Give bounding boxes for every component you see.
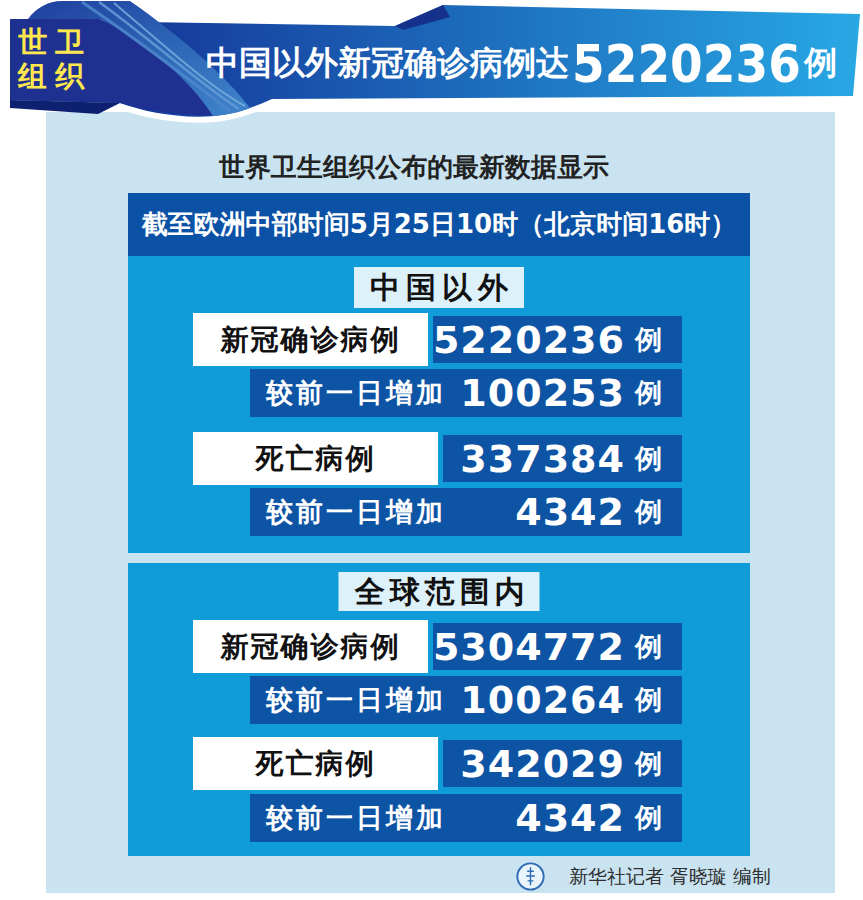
stat-label: 较前一日增加 xyxy=(266,682,446,718)
stat-row: 新冠确诊病例 5304772 例 xyxy=(193,620,682,673)
stat-label: 死亡病例 xyxy=(193,737,438,790)
stat-label: 较前一日增加 xyxy=(266,375,446,411)
stat-unit: 例 xyxy=(635,682,662,718)
stat-row: 较前一日增加 4342 例 xyxy=(250,488,682,536)
stat-label: 死亡病例 xyxy=(193,432,438,485)
who-badge-line1: 世卫 xyxy=(18,25,92,59)
stat-row: 死亡病例 337384 例 xyxy=(193,432,682,485)
stat-row: 较前一日增加 4342 例 xyxy=(250,794,682,842)
who-badge-line2: 组织 xyxy=(18,59,92,93)
stat-value-band: 5304772 例 xyxy=(433,623,682,670)
stat-value: 342029 xyxy=(460,742,625,786)
stat-row: 新冠确诊病例 5220236 例 xyxy=(193,313,682,366)
stat-value: 4342 xyxy=(515,796,625,840)
stat-unit: 例 xyxy=(635,441,662,477)
stat-label: 新冠确诊病例 xyxy=(193,620,428,673)
who-badge: 世卫 组织 xyxy=(18,25,92,93)
stat-value: 337384 xyxy=(460,437,625,481)
xinhua-logo-icon xyxy=(516,862,545,891)
stat-row: 较前一日增加 100253 例 xyxy=(250,369,682,417)
stat-row: 死亡病例 342029 例 xyxy=(193,737,682,790)
panel-title-badge: 全球范围内 xyxy=(339,572,540,611)
stat-value: 5220236 xyxy=(433,318,625,362)
stat-unit: 例 xyxy=(635,629,662,665)
headline-number: 5220236 xyxy=(572,33,801,94)
credit-text: 新华社记者 胥晓璇 编制 xyxy=(569,864,771,890)
stat-label: 新冠确诊病例 xyxy=(193,313,428,366)
infographic: 世卫 组织 中国以外新冠确诊病例达 5220236 例 世界卫生组织公布的最新数… xyxy=(0,0,863,900)
stat-unit: 例 xyxy=(635,375,662,411)
stat-value-band: 337384 例 xyxy=(443,435,682,482)
stat-row: 较前一日增加 100264 例 xyxy=(250,676,682,724)
intro-line: 世界卫生组织公布的最新数据显示 xyxy=(0,150,828,185)
stat-value: 100264 xyxy=(460,678,625,722)
stat-unit: 例 xyxy=(635,494,662,530)
stat-unit: 例 xyxy=(635,800,662,836)
headline: 中国以外新冠确诊病例达 5220236 例 xyxy=(206,30,837,96)
stat-value: 4342 xyxy=(515,490,625,534)
stat-value: 100253 xyxy=(460,371,625,415)
credit-line: 新华社记者 胥晓璇 编制 xyxy=(516,862,771,891)
stat-unit: 例 xyxy=(635,322,662,358)
panel-global: 全球范围内 新冠确诊病例 5304772 例 较前一日增加 100264 例 死… xyxy=(128,563,750,856)
panel-title-badge: 中国以外 xyxy=(354,267,524,308)
stat-label: 较前一日增加 xyxy=(266,800,446,836)
stat-label: 较前一日增加 xyxy=(266,494,446,530)
stat-unit: 例 xyxy=(635,746,662,782)
stat-value: 5304772 xyxy=(433,625,625,669)
asof-bar: 截至欧洲中部时间5月25日10时（北京时间16时） xyxy=(128,193,750,256)
stat-value-band: 342029 例 xyxy=(443,740,682,787)
headline-unit: 例 xyxy=(804,41,837,86)
stat-value-band: 5220236 例 xyxy=(433,316,682,363)
headline-text: 中国以外新冠确诊病例达 xyxy=(206,41,569,86)
panel-outside-china: 中国以外 新冠确诊病例 5220236 例 较前一日增加 100253 例 死亡… xyxy=(128,256,750,553)
